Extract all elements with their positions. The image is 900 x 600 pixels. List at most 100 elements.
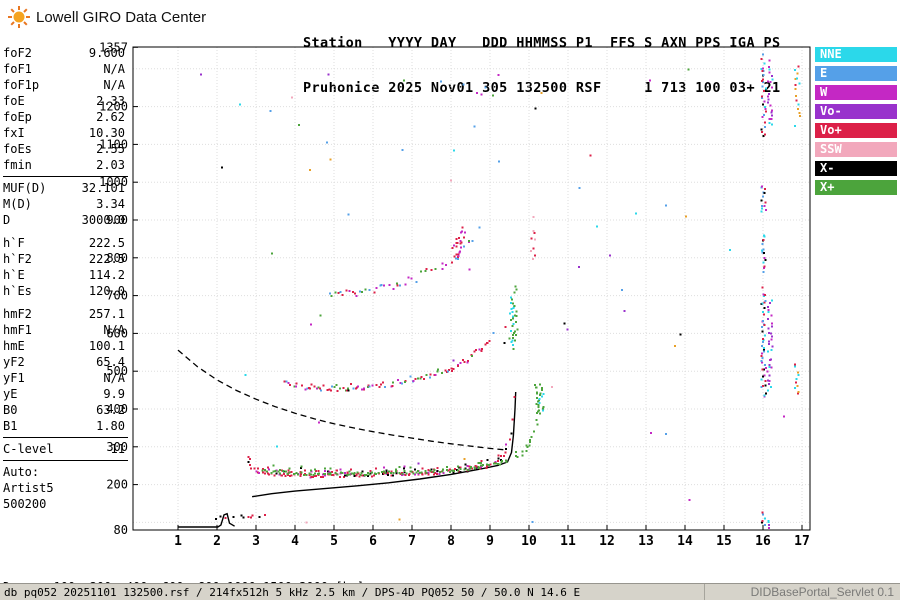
param-label: foE: [3, 94, 25, 108]
param-row-foes: foEs 2.55: [3, 141, 125, 157]
param-label: yF1: [3, 371, 25, 385]
param-row-hf: h`F 222.5: [3, 235, 125, 251]
y-tick-label: 1200: [99, 100, 128, 114]
giro-logo: Lowell GIRO Data Center: [8, 6, 206, 28]
param-row-fof2: foF2 9.600: [3, 45, 125, 61]
axis-labels: 1 2 3 4 5 6 7 8 9 10 11 12 13 14 15 16 17802003004005006…: [99, 40, 810, 549]
x-tick-label: 15: [716, 534, 732, 549]
param-value: 100.1: [88, 339, 125, 353]
param-row-auto: Auto:: [3, 464, 125, 480]
param-label: foEp: [3, 110, 32, 124]
x-tick-label: 8: [447, 534, 455, 549]
status-bar-servlet-version: DIDBasePortal_Servlet 0.1: [704, 584, 900, 600]
param-label: foF2: [3, 46, 32, 60]
x-tick-label: 11: [560, 534, 576, 549]
legend-item-nne: NNE: [815, 47, 897, 62]
param-label: B0: [3, 403, 18, 417]
param-value: 120.0: [88, 284, 125, 298]
x-tick-label: 7: [408, 534, 416, 549]
param-value: 222.5: [88, 252, 125, 266]
param-label: h`F: [3, 236, 25, 250]
param-label: M(D): [3, 197, 32, 211]
param-label: yE: [3, 387, 18, 401]
param-row-hf2: h`F2 222.5: [3, 251, 125, 267]
param-row-hmf1: hmF1 N/A: [3, 322, 125, 338]
param-label: Auto:: [3, 465, 40, 479]
param-row-b1: B1 1.80: [3, 418, 125, 434]
x-tick-label: 4: [291, 534, 299, 549]
echo-scatter: [200, 53, 801, 529]
y-tick-label: 800: [106, 251, 128, 265]
param-value: N/A: [103, 62, 125, 76]
param-row-fof1: foF1 N/A: [3, 61, 125, 77]
legend-item-ssw: SSW: [815, 142, 897, 157]
legend-item-vo: Vo+: [815, 123, 897, 138]
param-row-hes: h`Es 120.0: [3, 283, 125, 299]
polarization-legend: NNE E W Vo- Vo+ SSW X- X+: [815, 47, 897, 199]
status-bar-record-info: db pq052 20251101 132500.rsf / 214fx512h…: [4, 586, 581, 599]
y-tick-label: 500: [106, 364, 128, 378]
param-row-fxi: fxI 10.30: [3, 125, 125, 141]
param-value: 32.101: [81, 181, 125, 195]
status-bar: db pq052 20251101 132500.rsf / 214fx512h…: [0, 583, 900, 600]
param-label: foF1: [3, 62, 32, 76]
param-row-he: h`E 114.2: [3, 267, 125, 283]
param-value: 257.1: [88, 307, 125, 321]
plot-frame: [132, 46, 811, 531]
param-label: MUF(D): [3, 181, 47, 195]
profile-curves: [177, 349, 517, 528]
param-value: N/A: [103, 323, 125, 337]
param-separator: [3, 437, 128, 438]
x-tick-label: 10: [521, 534, 537, 549]
param-value: 63.2: [96, 403, 125, 417]
param-row-hmf2: hmF2 257.1: [3, 306, 125, 322]
y-tick-label: 400: [106, 402, 128, 416]
x-tick-label: 16: [755, 534, 771, 549]
param-row-b0: B0 63.2: [3, 402, 125, 418]
param-value: 10.30: [88, 126, 125, 140]
param-value: 2.62: [96, 110, 125, 124]
param-row-md: M(D) 3.34: [3, 196, 125, 212]
param-value: 11: [110, 442, 125, 456]
y-tick-label: 700: [106, 289, 128, 303]
param-label: D: [3, 213, 11, 227]
param-label: fmin: [3, 158, 32, 172]
param-row-mufd: MUF(D) 32.101: [3, 180, 125, 196]
x-tick-label: 3: [252, 534, 260, 549]
param-label: h`F2: [3, 252, 32, 266]
y-tick-label: 600: [106, 326, 128, 340]
x-tick-label: 5: [330, 534, 338, 549]
y-tick-label: 900: [106, 213, 128, 227]
param-label: foEs: [3, 142, 32, 156]
legend-item-w: W: [815, 85, 897, 100]
param-row-foep: foEp 2.62: [3, 109, 125, 125]
param-label: fxI: [3, 126, 25, 140]
param-label: foF1p: [3, 78, 40, 92]
param-value: 9.600: [88, 46, 125, 60]
x-tick-label: 12: [599, 534, 615, 549]
x-tick-label: 9: [486, 534, 494, 549]
x-tick-label: 2: [213, 534, 221, 549]
legend-item-e: E: [815, 66, 897, 81]
param-label: hmE: [3, 339, 25, 353]
param-row-yf1: yF1 N/A: [3, 370, 125, 386]
curve-e-region-profile: [178, 512, 235, 528]
param-label: B1: [3, 419, 18, 433]
curve-transmission-curve: [177, 349, 506, 451]
x-tick-label: 1: [174, 534, 182, 549]
param-row-fof1p: foF1p N/A: [3, 77, 125, 93]
param-value: 222.5: [88, 236, 125, 250]
param-row-hme: hmE 100.1: [3, 338, 125, 354]
param-label: 500200: [3, 497, 47, 511]
param-value: 3.34: [96, 197, 125, 211]
param-row-500200: 500200: [3, 496, 125, 512]
param-value: N/A: [103, 78, 125, 92]
param-value: 114.2: [88, 268, 125, 282]
y-tick-label: 200: [106, 478, 128, 492]
param-value: 9.9: [103, 387, 125, 401]
param-label: hmF2: [3, 307, 32, 321]
y-tick-label: 1100: [99, 137, 128, 151]
legend-item-x: X-: [815, 161, 897, 176]
